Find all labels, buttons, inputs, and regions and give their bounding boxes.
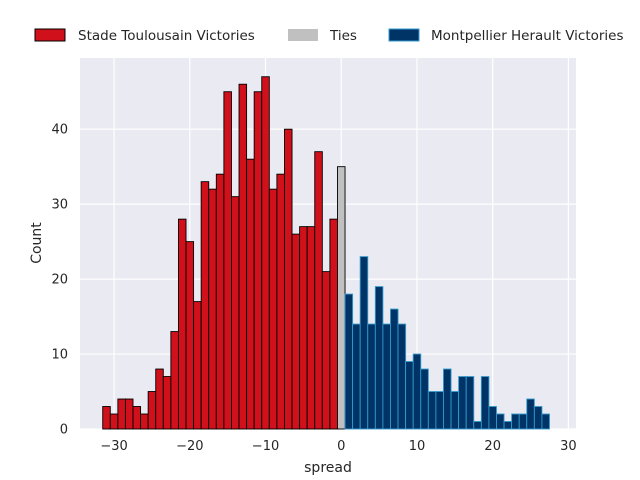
bar <box>193 301 202 430</box>
bar <box>231 196 240 430</box>
bar <box>473 421 482 430</box>
bar <box>488 406 497 430</box>
y-tick-label: 20 <box>51 273 68 288</box>
y-tick-label: 30 <box>51 198 68 213</box>
bar <box>132 406 142 430</box>
y-tick-label: 0 <box>60 423 68 438</box>
bar <box>117 398 126 430</box>
bar <box>299 226 308 430</box>
bar <box>503 421 513 430</box>
x-tick-label: −20 <box>176 439 203 454</box>
bar <box>276 173 285 430</box>
bar <box>261 76 270 430</box>
bar <box>314 151 323 430</box>
bar <box>420 368 429 430</box>
bar <box>541 413 550 430</box>
bar <box>321 271 331 430</box>
x-tick-label: 0 <box>337 439 345 454</box>
bar <box>238 83 248 430</box>
bar <box>359 256 369 430</box>
bars <box>102 76 550 430</box>
bar <box>337 166 346 430</box>
bar <box>246 158 255 430</box>
bar <box>480 376 490 430</box>
bar <box>102 406 111 430</box>
bar <box>162 376 172 430</box>
x-tick-label: 30 <box>560 439 577 454</box>
bar <box>511 413 520 430</box>
bar <box>427 391 437 430</box>
y-tick-label: 10 <box>51 348 68 363</box>
x-tick-labels: −30 −20 −10 0 10 20 30 <box>100 439 576 454</box>
bar <box>443 368 452 430</box>
bar <box>200 181 210 430</box>
bar <box>109 413 119 430</box>
bar <box>533 406 543 430</box>
bar <box>215 173 225 430</box>
y-axis-label: Count <box>29 222 45 264</box>
bar <box>329 218 338 430</box>
bar <box>374 286 384 430</box>
bar <box>465 376 475 430</box>
x-tick-label: −30 <box>100 439 127 454</box>
legend-swatch-stade-toulousain <box>34 28 66 42</box>
bar <box>155 368 164 430</box>
legend-label-ties: Ties <box>329 28 357 44</box>
legend-label-stade-toulousain: Stade Toulousain Victories <box>78 28 255 44</box>
bar <box>268 188 278 430</box>
bar <box>253 91 263 430</box>
bar <box>147 391 157 430</box>
legend: Stade Toulousain Victories Ties Montpell… <box>34 28 624 44</box>
bar <box>177 218 187 430</box>
bar <box>170 331 179 430</box>
bar <box>496 413 505 430</box>
bar <box>306 226 316 430</box>
y-tick-label: 40 <box>51 123 68 138</box>
bar <box>405 361 414 430</box>
bar <box>435 391 444 430</box>
bar <box>223 91 232 430</box>
bar <box>284 128 293 430</box>
x-tick-label: 10 <box>409 439 426 454</box>
bar <box>124 398 134 430</box>
bar <box>397 323 407 430</box>
bar <box>344 293 354 430</box>
legend-swatch-montpellier-herault <box>388 28 420 42</box>
bar <box>352 323 361 430</box>
legend-swatch-ties <box>288 29 318 41</box>
bar <box>390 308 399 430</box>
x-axis-label: spread <box>304 460 352 476</box>
bar <box>382 323 391 430</box>
bar <box>185 241 195 430</box>
bar <box>291 233 301 430</box>
bar <box>208 188 217 430</box>
bar <box>367 323 376 430</box>
x-tick-label: −10 <box>252 439 279 454</box>
bar <box>450 391 460 430</box>
legend-label-montpellier-herault: Montpellier Herault Victories <box>431 28 624 44</box>
bar <box>458 376 467 430</box>
x-tick-label: 20 <box>484 439 501 454</box>
bar <box>526 398 535 430</box>
bar <box>140 413 149 430</box>
bar <box>518 413 528 430</box>
bar <box>412 353 422 430</box>
y-tick-labels: 0 10 20 30 40 <box>51 123 68 438</box>
